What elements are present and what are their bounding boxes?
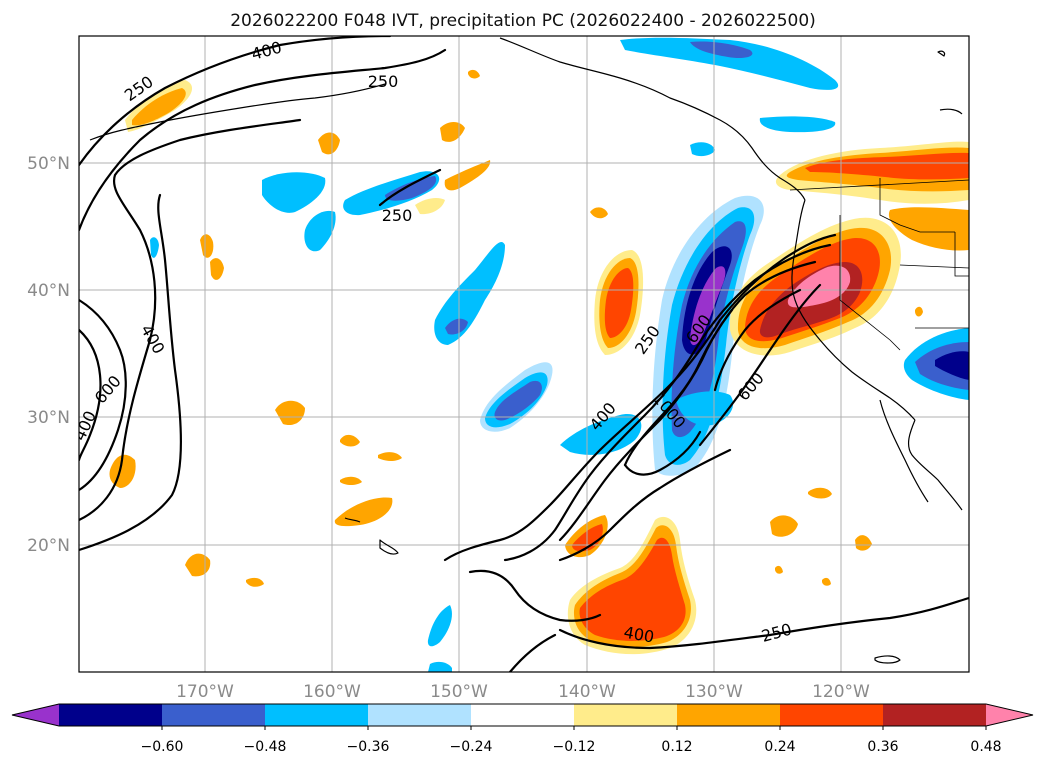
colorbar-tick-label: −0.36 (347, 739, 390, 755)
colorbar-tick-label: −0.60 (141, 739, 184, 755)
colorbar-tick-label: 0.48 (970, 739, 1001, 755)
longitude-labels: 170°W 160°W 150°W 140°W 130°W 120°W (176, 682, 870, 702)
graticule (79, 36, 969, 672)
lon-label: 130°W (685, 682, 743, 702)
map-frame (78, 35, 970, 673)
colorbar-swatch (368, 704, 472, 726)
lon-label: 160°W (303, 682, 361, 702)
contour-label: 250 (382, 206, 413, 225)
lat-label: 40°N (27, 281, 70, 301)
lon-label: 140°W (558, 682, 616, 702)
lat-label: 50°N (27, 154, 70, 174)
lat-label: 30°N (27, 408, 70, 428)
latitude-labels: 50°N 40°N 30°N 20°N (27, 154, 70, 556)
map-panel: 250 400 250 250 400 600 400 250 600 400 … (79, 36, 969, 672)
colorbar-swatch (265, 704, 369, 726)
colorbar-swatch (59, 704, 163, 726)
colorbar-swatch (780, 704, 884, 726)
contour-label: 250 (368, 72, 399, 91)
colorbar-swatch (471, 704, 575, 726)
colorbar-extend-min (12, 704, 59, 726)
ivt-contours (79, 36, 969, 672)
coastlines (89, 37, 963, 664)
colorbar-tick-label: 0.24 (764, 739, 795, 755)
lon-label: 120°W (812, 682, 870, 702)
colorbar-swatch (574, 704, 678, 726)
state-borders (789, 178, 969, 351)
colorbar-swatch (883, 704, 987, 726)
colorbar: −0.60 −0.48 −0.36 −0.24 −0.12 0.12 0.24 0.36 0.4… (11, 703, 1034, 755)
colorbar-tick-label: 0.36 (867, 739, 898, 755)
lon-label: 150°W (430, 682, 488, 702)
colorbar-swatch (162, 704, 266, 726)
precipitation-anomaly-fill (109, 37, 969, 672)
lon-label: 170°W (176, 682, 234, 702)
colorbar-outline (11, 703, 1034, 727)
colorbar-tick-label: −0.12 (553, 739, 596, 755)
colorbar-tick-label: −0.48 (244, 739, 287, 755)
colorbar-tick-label: −0.24 (450, 739, 493, 755)
lat-label: 20°N (27, 536, 70, 556)
colorbar-swatch (677, 704, 781, 726)
colorbar-extend-max (986, 704, 1033, 726)
colorbar-tick-label: 0.12 (661, 739, 692, 755)
figure-title: 2026022200 F048 IVT, precipitation PC (2… (230, 11, 816, 31)
